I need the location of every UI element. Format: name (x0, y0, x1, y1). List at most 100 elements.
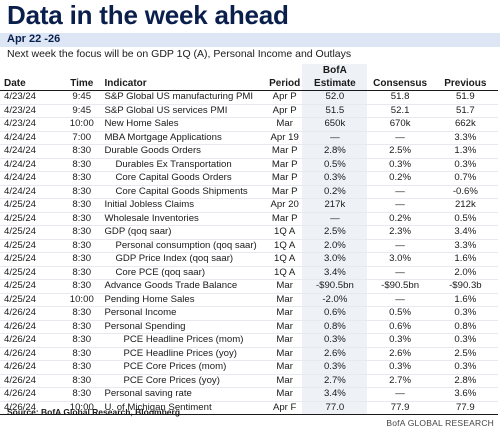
time-cell: 8:30 (62, 279, 102, 294)
date-cell: 4/23/24 (0, 104, 63, 118)
source-note: Source: BofA Global Research, Bloomberg (7, 407, 181, 417)
bofa-estimate-cell: 0.3% (302, 171, 368, 186)
period-cell: Apr 20 (267, 198, 303, 213)
table-row: 4/24/24 8:30 Durable Goods Orders Mar P 2.8%… (0, 144, 498, 159)
date-cell: 4/26/24 (0, 333, 63, 348)
page-title: Data in the week ahead (7, 0, 289, 30)
indicator-cell: Core PCE (qoq saar) (101, 266, 268, 280)
date-cell: 4/25/24 (0, 198, 63, 213)
consensus-cell: 0.3% (367, 158, 433, 172)
consensus-cell: 0.5% (367, 306, 433, 321)
date-cell: 4/25/24 (0, 239, 63, 253)
time-cell: 8:30 (62, 212, 102, 226)
consensus-cell: 0.2% (367, 171, 433, 186)
table-row: 4/26/24 8:30 PCE Core Prices (mom) Mar 0.3% 0… (0, 360, 498, 375)
indicator-cell: GDP (qoq saar) (101, 225, 268, 240)
brand-label: BofA GLOBAL RESEARCH (386, 418, 494, 428)
indicator-cell: New Home Sales (101, 117, 268, 132)
bofa-estimate-header: Estimate (302, 77, 368, 91)
period-cell: Mar (267, 360, 303, 375)
time-cell: 9:45 (62, 104, 102, 118)
date-cell: 4/24/24 (0, 171, 63, 186)
consensus-cell: — (367, 266, 433, 280)
date-cell: 4/24/24 (0, 158, 63, 172)
indicator-cell: Personal Income (101, 306, 268, 321)
previous-header: Previous (432, 77, 498, 91)
page-subtitle: Next week the focus will be on GDP 1Q (A… (7, 48, 352, 60)
table-row: 4/25/24 8:30 Core PCE (qoq saar) 1Q A 3.4% —2… (0, 266, 498, 280)
date-header: Date (0, 77, 63, 91)
consensus-cell: — (367, 387, 433, 402)
table-row: 4/25/24 8:30 Initial Jobless Claims Apr 20 2… (0, 198, 498, 213)
period-cell: Mar (267, 279, 303, 294)
time-cell: 10:00 (62, 293, 102, 307)
time-cell: 8:30 (62, 171, 102, 186)
bofa-estimate-cell: 217k (302, 198, 368, 213)
bofa-estimate-cell: 2.8% (302, 144, 368, 159)
previous-cell: 2.5% (432, 347, 498, 361)
time-cell: 10:00 (62, 401, 102, 415)
indicator-cell: Durables Ex Transportation (101, 158, 268, 172)
period-cell: Apr 19 (267, 131, 303, 145)
table-header-row-top: BofA (0, 64, 498, 77)
period-cell: 1Q A (267, 266, 303, 280)
date-cell: 4/23/24 (0, 117, 63, 132)
table-row: 4/24/24 8:30 Core Capital Goods Shipments M… (0, 185, 498, 199)
period-header: Period (267, 77, 303, 91)
indicator-cell: MBA Mortgage Applications (101, 131, 268, 145)
consensus-cell: 2.5% (367, 144, 433, 159)
time-cell: 8:30 (62, 320, 102, 334)
table-header-row: Date Time Indicator Period Estimate Cons… (0, 77, 498, 91)
bofa-header-top: BofA (302, 64, 368, 77)
previous-cell: 1.6% (432, 252, 498, 267)
previous-cell: 212k (432, 198, 498, 213)
indicator-cell: Personal consumption (qoq saar) (101, 239, 268, 253)
table-row: 4/23/24 9:45 S&P Global US manufacturing P… (0, 90, 498, 105)
bofa-estimate-cell: 77.0 (302, 401, 368, 415)
previous-cell: 1.6% (432, 293, 498, 307)
period-cell: Mar P (267, 185, 303, 199)
period-cell: Apr P (267, 90, 303, 105)
previous-cell: 2.8% (432, 374, 498, 388)
indicator-cell: PCE Core Prices (yoy) (101, 374, 268, 388)
date-cell: 4/26/24 (0, 306, 63, 321)
time-cell: 8:30 (62, 306, 102, 321)
table-row: 4/26/24 8:30 Personal saving rate Mar 3.4% —3… (0, 387, 498, 402)
date-cell: 4/25/24 (0, 212, 63, 226)
time-cell: 8:30 (62, 198, 102, 213)
indicator-cell: Advance Goods Trade Balance (101, 279, 268, 294)
table-row: 4/26/24 8:30 Personal Income Mar 0.6% 0.5% 0.3… (0, 306, 498, 321)
period-cell: Mar (267, 347, 303, 361)
time-cell: 9:45 (62, 90, 102, 105)
bofa-estimate-cell: 0.3% (302, 360, 368, 375)
indicator-cell: PCE Core Prices (mom) (101, 360, 268, 375)
indicator-cell: U. of Michigan Sentiment (101, 401, 268, 415)
table-row: 4/25/24 8:30 GDP Price Index (qoq saar) 1Q … (0, 252, 498, 267)
indicator-cell: Wholesale Inventories (101, 212, 268, 226)
previous-cell: 662k (432, 117, 498, 132)
time-cell: 8:30 (62, 360, 102, 375)
table-row: 4/26/24 8:30 PCE Headline Prices (mom) Mar 0… (0, 333, 498, 348)
indicator-header: Indicator (101, 77, 268, 91)
consensus-cell: 51.8 (367, 90, 433, 105)
time-cell: 8:30 (62, 374, 102, 388)
date-cell: 4/24/24 (0, 144, 63, 159)
period-cell: Mar (267, 306, 303, 321)
date-cell: 4/26/24 (0, 401, 63, 415)
indicator-cell: PCE Headline Prices (mom) (101, 333, 268, 348)
time-cell: 8:30 (62, 347, 102, 361)
period-cell: Mar P (267, 144, 303, 159)
consensus-cell: 3.0% (367, 252, 433, 267)
consensus-cell: — (367, 198, 433, 213)
period-cell: Apr P (267, 104, 303, 118)
indicator-cell: Core Capital Goods Shipments (101, 185, 268, 199)
previous-cell: 0.5% (432, 212, 498, 226)
time-cell: 10:00 (62, 117, 102, 132)
date-range-label: Apr 22 -26 (7, 33, 61, 45)
bofa-estimate-cell: — (302, 212, 368, 226)
consensus-cell: 77.9 (367, 401, 433, 415)
table-row: 4/23/24 9:45 S&P Global US services PMI Apr… (0, 104, 498, 118)
table-row: 4/26/24 8:30 PCE Core Prices (yoy) Mar 2.7% 2… (0, 374, 498, 388)
bofa-estimate-cell: 2.0% (302, 239, 368, 253)
